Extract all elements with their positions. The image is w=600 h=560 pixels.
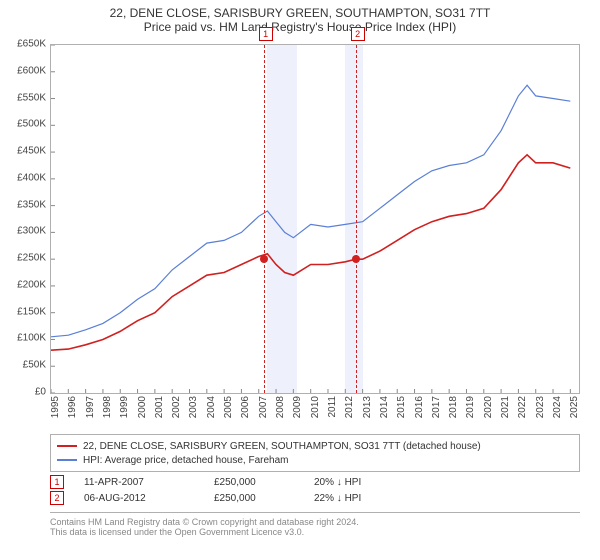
legend-swatch [57, 459, 77, 461]
y-tick-label: £650K [4, 39, 46, 50]
x-tick-label: 2000 [137, 396, 148, 418]
y-tick-label: £550K [4, 92, 46, 103]
x-tick-label: 2004 [206, 396, 217, 418]
footer: Contains HM Land Registry data © Crown c… [50, 512, 580, 537]
y-tick-label: £400K [4, 172, 46, 183]
x-tick-label: 2019 [465, 396, 476, 418]
x-tick-label: 2016 [414, 396, 425, 418]
x-tick-label: 2021 [500, 396, 511, 418]
x-tick-label: 2005 [223, 396, 234, 418]
legend-label: HPI: Average price, detached house, Fare… [83, 455, 289, 466]
x-tick-label: 2006 [240, 396, 251, 418]
price-marker [352, 255, 360, 263]
x-tick-label: 2025 [569, 396, 580, 418]
transaction-badge: 2 [50, 491, 64, 505]
legend-swatch [57, 445, 77, 447]
price-marker [260, 255, 268, 263]
x-tick-label: 2015 [396, 396, 407, 418]
x-tick-label: 2001 [154, 396, 165, 418]
transaction-date: 06-AUG-2012 [84, 493, 194, 504]
transaction-badge: 1 [50, 475, 64, 489]
transaction-vline-badge: 2 [351, 27, 365, 41]
x-tick-label: 2022 [517, 396, 528, 418]
chart-svg [51, 45, 579, 393]
x-tick-label: 2020 [483, 396, 494, 418]
footer-line2: This data is licensed under the Open Gov… [50, 527, 580, 537]
legend-label: 22, DENE CLOSE, SARISBURY GREEN, SOUTHAM… [83, 441, 481, 452]
table-row: 2 06-AUG-2012 £250,000 22% ↓ HPI [50, 490, 580, 506]
x-tick-label: 2007 [258, 396, 269, 418]
chart-container: 22, DENE CLOSE, SARISBURY GREEN, SOUTHAM… [0, 0, 600, 560]
x-tick-label: 1995 [50, 396, 61, 418]
x-tick-label: 2018 [448, 396, 459, 418]
transactions-table: 1 11-APR-2007 £250,000 20% ↓ HPI 2 06-AU… [50, 474, 580, 506]
transaction-date: 11-APR-2007 [84, 477, 194, 488]
x-tick-label: 1997 [85, 396, 96, 418]
y-tick-label: £250K [4, 253, 46, 264]
y-tick-label: £100K [4, 333, 46, 344]
x-tick-label: 2024 [552, 396, 563, 418]
table-row: 1 11-APR-2007 £250,000 20% ↓ HPI [50, 474, 580, 490]
x-tick-label: 1996 [67, 396, 78, 418]
y-tick-label: £600K [4, 65, 46, 76]
x-tick-label: 2014 [379, 396, 390, 418]
y-tick-label: £0 [4, 387, 46, 398]
footer-line1: Contains HM Land Registry data © Crown c… [50, 517, 580, 527]
chart-title-line2: Price paid vs. HM Land Registry's House … [0, 20, 600, 38]
x-tick-label: 2012 [344, 396, 355, 418]
transaction-vline: 1 [264, 45, 265, 393]
series-hpi [51, 85, 570, 337]
x-tick-label: 2003 [188, 396, 199, 418]
plot-area: 12 [50, 44, 580, 394]
legend: 22, DENE CLOSE, SARISBURY GREEN, SOUTHAM… [50, 434, 580, 472]
transaction-vline: 2 [356, 45, 357, 393]
x-tick-label: 1999 [119, 396, 130, 418]
transaction-note: 22% ↓ HPI [314, 493, 361, 504]
legend-item: HPI: Average price, detached house, Fare… [57, 453, 573, 467]
x-tick-label: 2011 [327, 396, 338, 418]
y-tick-label: £450K [4, 146, 46, 157]
y-tick-label: £150K [4, 306, 46, 317]
transaction-vline-badge: 1 [259, 27, 273, 41]
y-tick-label: £300K [4, 226, 46, 237]
x-tick-label: 2002 [171, 396, 182, 418]
y-tick-label: £500K [4, 119, 46, 130]
transaction-note: 20% ↓ HPI [314, 477, 361, 488]
series-property [51, 155, 570, 350]
y-tick-label: £50K [4, 360, 46, 371]
y-tick-label: £350K [4, 199, 46, 210]
x-tick-label: 2013 [362, 396, 373, 418]
y-tick-label: £200K [4, 279, 46, 290]
x-tick-label: 2023 [535, 396, 546, 418]
x-tick-label: 2010 [310, 396, 321, 418]
legend-item: 22, DENE CLOSE, SARISBURY GREEN, SOUTHAM… [57, 439, 573, 453]
x-tick-label: 1998 [102, 396, 113, 418]
x-tick-label: 2008 [275, 396, 286, 418]
chart-title-line1: 22, DENE CLOSE, SARISBURY GREEN, SOUTHAM… [0, 0, 600, 20]
transaction-price: £250,000 [214, 477, 294, 488]
transaction-price: £250,000 [214, 493, 294, 504]
x-tick-label: 2017 [431, 396, 442, 418]
x-tick-label: 2009 [292, 396, 303, 418]
